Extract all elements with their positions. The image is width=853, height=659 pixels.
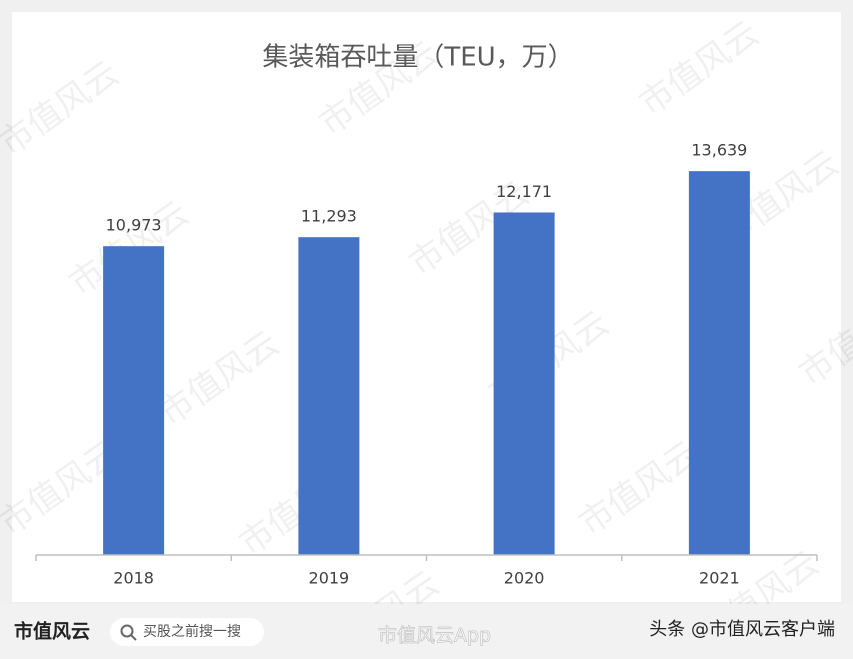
- bar: [493, 212, 555, 556]
- search-icon: [120, 624, 134, 638]
- attribution: 头条 @市值风云客户端: [649, 619, 835, 640]
- x-tick-label: 2020: [504, 569, 545, 588]
- weibo-watermark: 市值风云App: [378, 625, 491, 647]
- value-label: 10,973: [106, 216, 162, 235]
- search-icon-handle: [130, 634, 137, 641]
- bar: [688, 171, 750, 555]
- logo: 市值风云: [14, 620, 90, 643]
- x-tick-label: 2019: [309, 569, 350, 588]
- value-label: 12,171: [496, 182, 552, 201]
- x-tick-label: 2018: [113, 569, 154, 588]
- chart-title: 集装箱吞吐量（TEU，万）: [262, 43, 573, 73]
- value-label: 13,639: [691, 141, 747, 160]
- value-label: 11,293: [301, 207, 357, 226]
- x-tick-label: 2021: [699, 569, 740, 588]
- bar: [103, 246, 165, 556]
- search-placeholder[interactable]: 买股之前搜一搜: [143, 623, 241, 640]
- plot: 10,973 2018 11,293 2019 12,171 2020 13,639 2021: [35, 141, 818, 588]
- search-box[interactable]: [110, 618, 264, 646]
- bar: [298, 237, 360, 555]
